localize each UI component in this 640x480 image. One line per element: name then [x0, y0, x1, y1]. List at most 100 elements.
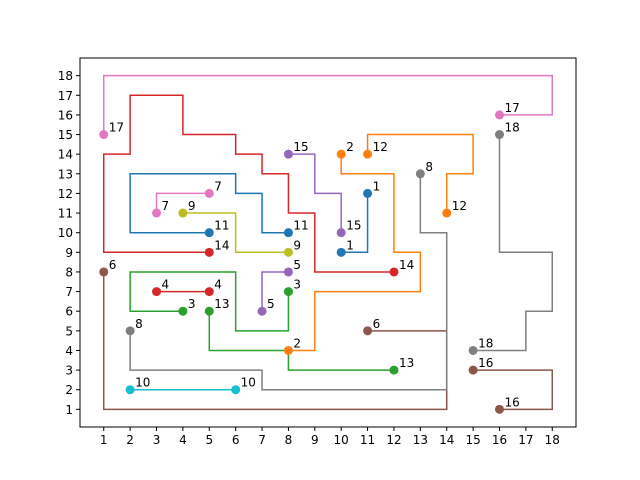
pin-label-1-2: 1	[373, 179, 381, 193]
pin-label-10-2: 10	[241, 376, 256, 390]
y-tick-label: 16	[58, 108, 73, 122]
pin-marker-11-2	[283, 228, 293, 238]
pin-marker-5-2	[283, 267, 293, 277]
pin-marker-3-2	[283, 287, 293, 297]
pin-label-3-2: 3	[293, 278, 301, 292]
route-pins	[99, 110, 504, 414]
pin-marker-14-1	[204, 247, 214, 257]
pin-marker-2-1	[283, 345, 293, 355]
y-tick-label: 12	[58, 187, 73, 201]
pin-marker-12-2	[442, 208, 452, 218]
pin-label-2-1: 2	[293, 336, 301, 350]
route-path-11	[129, 173, 289, 234]
pin-marker-15-2	[336, 228, 346, 238]
pin-marker-18-2	[468, 345, 478, 355]
pin-label-7-2: 7	[214, 179, 222, 193]
pin-label-7-1: 7	[162, 199, 170, 213]
y-tick-label: 5	[65, 324, 73, 338]
x-tick-label: 17	[518, 433, 533, 447]
pin-marker-7-1	[152, 208, 162, 218]
route-path-12	[366, 133, 474, 214]
pin-marker-6-1	[99, 267, 109, 277]
pin-marker-10-1	[125, 385, 135, 395]
pin-marker-15-1	[283, 149, 293, 159]
pin-marker-16-2	[494, 404, 504, 414]
pin-marker-12-1	[363, 149, 373, 159]
pin-label-15-1: 15	[293, 140, 308, 154]
route-path-13	[208, 311, 394, 371]
pin-label-9-2: 9	[293, 238, 301, 252]
pin-marker-13-2	[389, 365, 399, 375]
route-path-1	[341, 193, 369, 254]
pin-label-17-1: 17	[109, 121, 124, 135]
pin-marker-3-1	[178, 306, 188, 316]
y-tick-label: 10	[58, 226, 73, 240]
route-path-9	[182, 212, 289, 254]
pin-label-9-1: 9	[188, 199, 196, 213]
pin-marker-8-1	[125, 326, 135, 336]
y-tick-label: 4	[65, 344, 73, 358]
x-tick-label: 4	[179, 433, 187, 447]
route-path-15	[288, 153, 342, 233]
y-tick-label: 13	[58, 167, 73, 181]
x-tick-label: 15	[465, 433, 480, 447]
pin-label-6-2: 6	[373, 317, 381, 331]
pin-marker-8-2	[415, 169, 425, 179]
route-path-18	[473, 134, 554, 352]
pin-label-13-2: 13	[399, 356, 414, 370]
y-tick-label: 1	[65, 403, 73, 417]
pin-label-4-2: 4	[214, 278, 222, 292]
pin-marker-16-1	[468, 365, 478, 375]
y-tick-label: 11	[58, 207, 73, 221]
pin-label-11-1: 11	[214, 219, 229, 233]
route-path-8	[129, 173, 448, 391]
pin-marker-2-2	[336, 149, 346, 159]
x-tick-label: 11	[360, 433, 375, 447]
route-path-14	[102, 94, 394, 273]
plot-frame	[79, 57, 577, 428]
y-tick-label: 17	[58, 89, 73, 103]
pin-marker-17-1	[99, 130, 109, 140]
x-tick-label: 18	[545, 433, 560, 447]
pin-label-18-1: 18	[504, 121, 519, 135]
pin-marker-10-2	[231, 385, 241, 395]
x-tick-label: 3	[153, 433, 161, 447]
x-tick-label: 7	[258, 433, 266, 447]
route-path-17	[102, 74, 554, 135]
x-tick-label: 14	[439, 433, 454, 447]
pin-label-8-2: 8	[425, 160, 433, 174]
route-path-2	[288, 154, 422, 352]
pin-label-14-2: 14	[399, 258, 414, 272]
pin-label-8-1: 8	[135, 317, 143, 331]
pin-label-11-2: 11	[293, 219, 308, 233]
pin-marker-4-2	[204, 287, 214, 297]
y-tick-label: 9	[65, 246, 73, 260]
route-path-5	[261, 271, 289, 312]
y-tick-label: 3	[65, 364, 73, 378]
pin-label-1-1: 1	[346, 238, 354, 252]
pin-marker-7-2	[204, 188, 214, 198]
x-tick-label: 8	[285, 433, 293, 447]
x-tick-label: 9	[311, 433, 319, 447]
pin-label-13-1: 13	[214, 297, 229, 311]
y-tick-label: 6	[65, 305, 73, 319]
x-tick-label: 12	[386, 433, 401, 447]
pin-marker-5-1	[257, 306, 267, 316]
x-tick-label: 6	[232, 433, 240, 447]
pin-label-4-1: 4	[162, 278, 170, 292]
y-tick-label: 18	[58, 69, 73, 83]
y-tick-label: 2	[65, 383, 73, 397]
x-tick-label: 5	[205, 433, 213, 447]
pin-marker-9-2	[283, 247, 293, 257]
pin-label-5-1: 5	[267, 297, 275, 311]
x-tick-label: 10	[334, 433, 349, 447]
y-tick-label: 8	[65, 265, 73, 279]
pin-label-16-1: 16	[478, 356, 493, 370]
y-tick-label: 7	[65, 285, 73, 299]
pin-marker-1-1	[336, 247, 346, 257]
route-path-7	[155, 192, 210, 214]
pin-label-6-1: 6	[109, 258, 117, 272]
x-tick-label: 13	[413, 433, 428, 447]
